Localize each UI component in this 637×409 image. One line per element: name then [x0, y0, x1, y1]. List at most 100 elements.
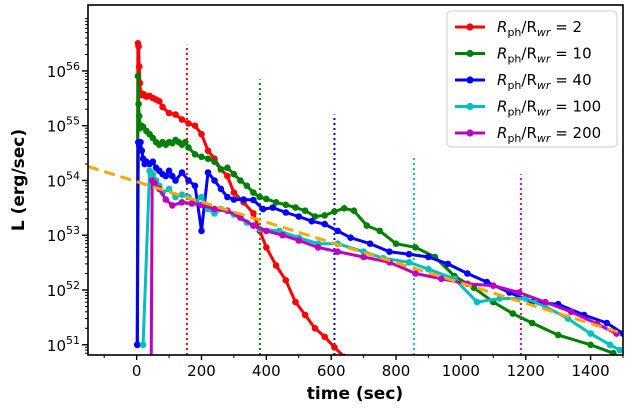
data-point: [366, 240, 374, 247]
data-point: [162, 172, 170, 180]
data-point: [308, 217, 316, 225]
data-point: [616, 346, 623, 354]
data-point: [334, 248, 342, 255]
data-point: [237, 177, 244, 184]
data-point: [331, 208, 338, 215]
data-point: [191, 122, 199, 129]
data-point: [321, 212, 329, 219]
data-point: [272, 262, 280, 269]
data-point: [541, 298, 549, 306]
data-point: [137, 138, 144, 146]
data-point: [250, 210, 257, 217]
legend-label: Rph/Rwr = 10: [497, 45, 592, 66]
data-point: [165, 185, 173, 193]
data-point: [178, 191, 186, 198]
data-point: [230, 196, 238, 203]
data-point: [148, 358, 155, 365]
y-tick-label: 1054: [47, 169, 80, 190]
x-tick-label: 600: [317, 362, 346, 380]
data-point: [198, 153, 205, 161]
data-point: [217, 185, 225, 193]
data-point: [263, 227, 270, 235]
x-tick-label: 0: [132, 362, 142, 380]
data-point: [156, 97, 163, 105]
data-point: [250, 189, 257, 196]
data-point: [211, 158, 218, 165]
y-axis-label: L (erg/sec): [9, 129, 29, 231]
data-point: [279, 231, 286, 239]
data-point: [470, 284, 478, 292]
data-point: [250, 196, 257, 204]
data-point: [135, 100, 142, 108]
data-point: [185, 144, 192, 151]
data-point: [188, 200, 196, 207]
data-point: [360, 253, 367, 261]
data-point: [292, 298, 299, 306]
data-point: [347, 234, 354, 241]
data-point: [282, 201, 290, 209]
data-point: [314, 244, 322, 251]
legend-item-1: Rph/Rwr = 10: [455, 45, 592, 66]
data-point: [509, 310, 517, 317]
data-point: [263, 195, 270, 203]
series-2: [134, 138, 623, 349]
legend-swatch-marker: [466, 76, 474, 84]
vertical-markers: [185, 44, 522, 355]
data-point: [178, 116, 186, 123]
data-point: [272, 199, 280, 206]
y-tick-label: 1056: [47, 60, 80, 81]
x-axis-label: time (sec): [307, 384, 403, 404]
legend-item-3: Rph/Rwr = 100: [455, 98, 601, 119]
data-point: [351, 363, 358, 370]
data-point: [405, 250, 413, 258]
data-point: [295, 237, 303, 244]
data-point: [606, 341, 614, 349]
data-point: [198, 193, 205, 201]
legend-item-0: Rph/Rwr = 2: [455, 18, 582, 39]
data-point: [292, 204, 299, 211]
x-tick-label: 1200: [507, 362, 545, 380]
x-tick-label: 400: [252, 362, 281, 380]
legend-swatch-marker: [466, 129, 474, 137]
x-axis: 0 200 400 600 800 1000 1200 1400: [103, 355, 624, 380]
data-point: [301, 207, 309, 214]
data-point: [386, 248, 393, 255]
data-point: [224, 193, 231, 201]
y-tick-label: 1053: [47, 224, 80, 245]
data-point: [392, 240, 400, 247]
data-point: [230, 189, 238, 196]
data-point: [240, 196, 247, 203]
data-point: [567, 308, 575, 316]
data-point: [204, 155, 212, 162]
data-point: [438, 275, 445, 283]
x-tick-label: 800: [382, 362, 411, 380]
data-point: [331, 344, 338, 351]
data-point: [185, 120, 192, 127]
data-point: [263, 244, 270, 251]
series-layer: [134, 40, 623, 370]
data-point: [321, 333, 329, 341]
legend-label: Rph/Rwr = 2: [497, 18, 582, 39]
data-point: [217, 166, 225, 173]
data-point: [587, 330, 594, 337]
data-point: [311, 213, 319, 220]
data-point: [134, 72, 142, 80]
data-point: [151, 179, 158, 187]
data-point: [149, 170, 157, 178]
data-point: [165, 109, 173, 117]
data-point: [243, 182, 251, 190]
data-point: [185, 177, 192, 184]
data-point: [162, 196, 170, 203]
data-point: [473, 298, 481, 306]
data-point: [340, 205, 348, 212]
data-point: [587, 341, 594, 349]
data-point: [135, 112, 143, 120]
data-point: [138, 147, 146, 154]
data-point: [256, 193, 264, 201]
y-axis: 1051 1052 1053 1054 1055 1056: [47, 18, 88, 355]
y-tick-label: 1051: [47, 334, 80, 355]
data-point: [311, 325, 319, 332]
legend: Rph/Rwr = 2 Rph/Rwr = 10 Rph/Rwr = 40 Rph/R…: [446, 10, 618, 148]
legend-item-2: Rph/Rwr = 40: [455, 71, 592, 92]
legend-label: Rph/Rwr = 100: [497, 98, 601, 119]
